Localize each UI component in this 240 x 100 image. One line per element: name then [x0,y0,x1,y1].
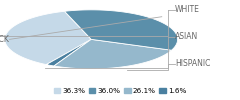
Polygon shape [5,11,91,65]
Polygon shape [65,10,178,50]
Legend: 36.3%, 36.0%, 26.1%, 1.6%: 36.3%, 36.0%, 26.1%, 1.6% [54,88,186,94]
Text: WHITE: WHITE [175,5,200,14]
Text: HISPANIC: HISPANIC [175,60,210,68]
Polygon shape [46,39,91,66]
Text: ASIAN: ASIAN [175,32,198,41]
Text: BLACK: BLACK [0,35,10,44]
Polygon shape [54,39,172,69]
